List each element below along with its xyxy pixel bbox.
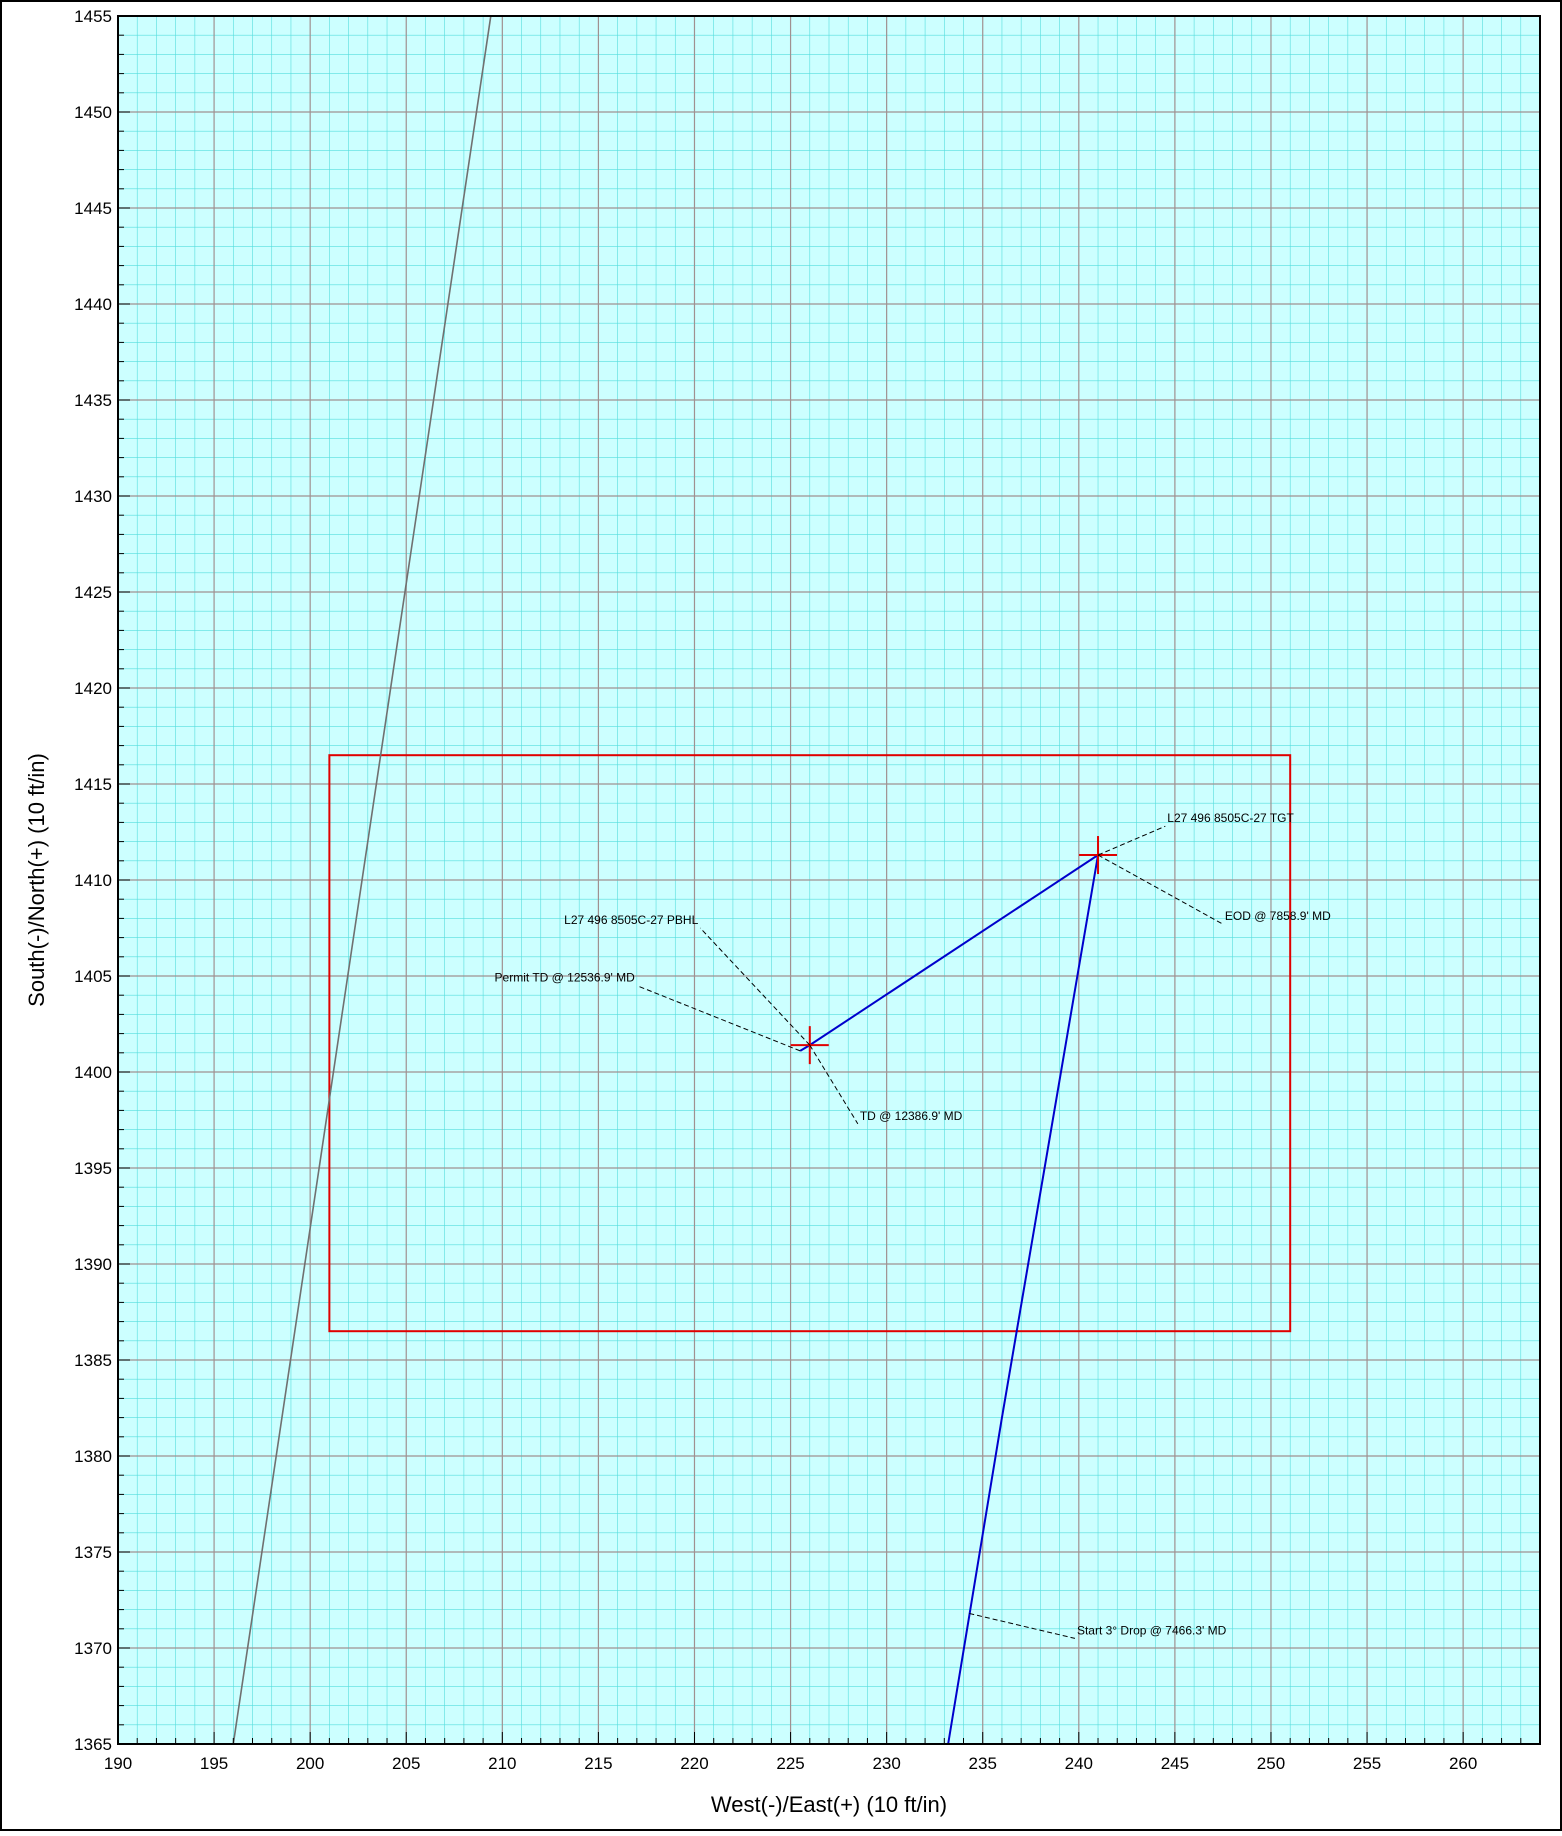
- x-tick-label: 205: [392, 1754, 420, 1773]
- annotation-leader: [969, 1612, 1076, 1639]
- x-tick-label: 255: [1353, 1754, 1381, 1773]
- annotation-label: L27 496 8505C-27 PBHL: [564, 913, 698, 927]
- offset-well-line: [232, 16, 492, 1744]
- target-box: [328, 754, 1292, 1333]
- x-tick-label: 245: [1161, 1754, 1189, 1773]
- y-tick-label: 1425: [74, 583, 112, 602]
- x-tick-label: 200: [296, 1754, 324, 1773]
- y-tick-label: 1395: [74, 1159, 112, 1178]
- y-axis-title: South(-)/North(+) (10 ft/in): [24, 753, 49, 1007]
- y-tick-label: 1450: [74, 103, 112, 122]
- x-tick-label: 190: [104, 1754, 132, 1773]
- x-tick-label: 220: [680, 1754, 708, 1773]
- x-tick-label: 225: [776, 1754, 804, 1773]
- annotation-label: TD @ 12386.9' MD: [860, 1109, 963, 1123]
- annotation-label: Start 3° Drop @ 7466.3' MD: [1077, 1623, 1227, 1637]
- x-tick-label: 240: [1065, 1754, 1093, 1773]
- annotation-label: EOD @ 7858.9' MD: [1225, 909, 1331, 923]
- y-tick-label: 1410: [74, 871, 112, 890]
- x-tick-label: 230: [872, 1754, 900, 1773]
- x-tick-label: 215: [584, 1754, 612, 1773]
- y-tick-label: 1385: [74, 1351, 112, 1370]
- y-tick-label: 1455: [74, 7, 112, 26]
- annotation-leader: [636, 985, 801, 1052]
- y-tick-label: 1445: [74, 199, 112, 218]
- y-tick-label: 1380: [74, 1447, 112, 1466]
- y-tick-label: 1440: [74, 295, 112, 314]
- annotation-label: Permit TD @ 12536.9' MD: [495, 971, 636, 985]
- x-tick-label: 195: [200, 1754, 228, 1773]
- x-tick-label: 235: [969, 1754, 997, 1773]
- y-tick-label: 1375: [74, 1543, 112, 1562]
- annotation-leader: [809, 1044, 859, 1125]
- x-tick-label: 260: [1449, 1754, 1477, 1773]
- y-tick-label: 1435: [74, 391, 112, 410]
- x-tick-label: 250: [1257, 1754, 1285, 1773]
- y-tick-label: 1400: [74, 1063, 112, 1082]
- x-axis-title: West(-)/East(+) (10 ft/in): [711, 1792, 947, 1817]
- y-tick-label: 1420: [74, 679, 112, 698]
- y-tick-label: 1390: [74, 1255, 112, 1274]
- y-tick-label: 1430: [74, 487, 112, 506]
- y-tick-label: 1365: [74, 1735, 112, 1754]
- y-tick-label: 1415: [74, 775, 112, 794]
- y-tick-label: 1370: [74, 1639, 112, 1658]
- annotation-leader: [699, 927, 811, 1046]
- x-tick-label: 210: [488, 1754, 516, 1773]
- annotation-label: L27 496 8505C-27 TGT: [1167, 811, 1294, 825]
- y-tick-label: 1405: [74, 967, 112, 986]
- annotation-leader: [1097, 825, 1166, 856]
